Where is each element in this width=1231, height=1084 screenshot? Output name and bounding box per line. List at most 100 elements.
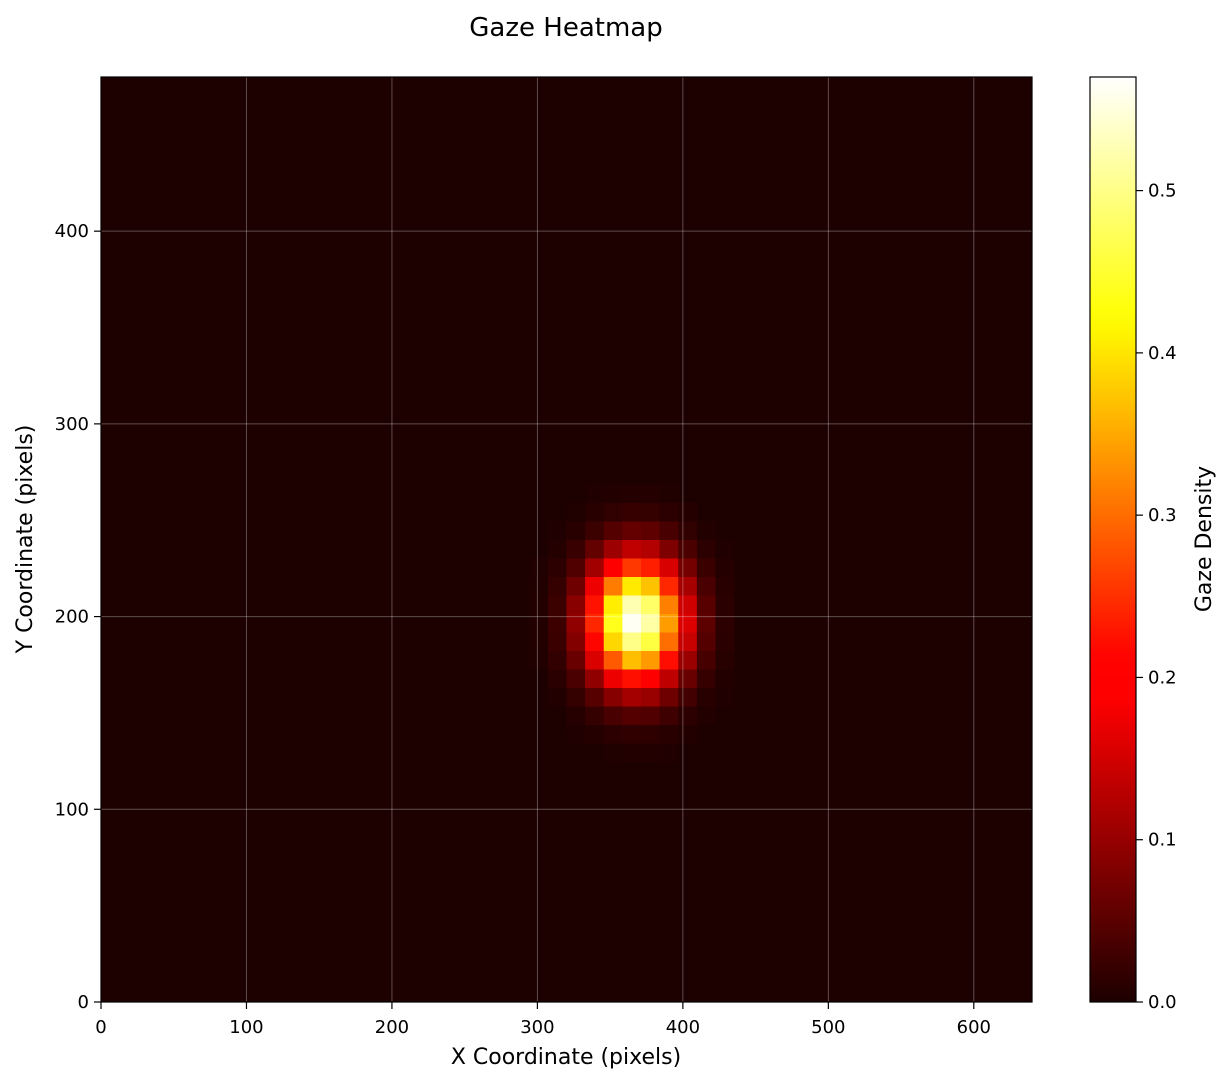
x-tick-label: 400 xyxy=(666,1017,700,1038)
heatmap-cell xyxy=(678,724,698,744)
y-tick-label: 100 xyxy=(55,799,89,820)
heatmap-cell xyxy=(678,502,698,522)
heatmap-cell xyxy=(640,521,661,540)
heatmap-cell xyxy=(566,521,586,540)
heatmap-cell xyxy=(659,576,679,596)
heatmap-cell xyxy=(678,576,698,596)
heatmap-cell xyxy=(622,595,642,614)
heatmap-cell xyxy=(547,558,567,577)
heatmap-cell xyxy=(715,558,735,577)
heatmap-cell xyxy=(696,521,716,540)
heatmap-cell xyxy=(585,632,605,651)
heatmap-cell xyxy=(678,558,698,577)
heatmap-cell xyxy=(659,724,679,744)
heatmap-cell xyxy=(678,521,698,540)
heatmap-cell xyxy=(603,743,623,762)
heatmap-cell xyxy=(715,539,735,559)
heatmap-cell xyxy=(696,539,716,559)
heatmap-cell xyxy=(585,669,605,688)
heatmap-cells xyxy=(101,77,1032,1002)
heatmap-cell xyxy=(659,502,679,522)
colorbar xyxy=(1089,76,1137,1003)
heatmap-cell xyxy=(585,724,605,744)
heatmap-cell xyxy=(585,613,605,633)
heatmap-cell xyxy=(678,595,698,614)
heatmap-cell xyxy=(566,576,586,596)
colorbar-ticks: 0.0 0.1 0.2 0.3 0.4 0.5 xyxy=(1136,181,1177,1013)
heatmap-cell xyxy=(659,521,679,540)
heatmap-cell xyxy=(696,687,716,707)
heatmap-cell xyxy=(659,613,679,633)
heatmap-cell xyxy=(566,595,586,614)
heatmap-cell xyxy=(640,724,661,744)
heatmap-cell xyxy=(640,743,661,762)
heatmap-cell xyxy=(547,650,567,670)
heatmap-cell xyxy=(696,613,716,633)
x-tick-label: 100 xyxy=(229,1017,263,1038)
heatmap-cell xyxy=(585,521,605,540)
heatmap-cell xyxy=(678,687,698,707)
heatmap-cell xyxy=(696,650,716,670)
heatmap-cell xyxy=(678,613,698,633)
heatmap-cell xyxy=(659,558,679,577)
heatmap-cell xyxy=(566,650,586,670)
heatmap-cell xyxy=(547,576,567,596)
heatmap-cell xyxy=(547,521,567,540)
heatmap-cell xyxy=(547,632,567,651)
heatmap-cell xyxy=(640,558,661,577)
heatmap-cell xyxy=(640,650,661,670)
heatmap-cell xyxy=(622,521,642,540)
heatmap-cell xyxy=(678,669,698,688)
heatmap-cell xyxy=(640,539,661,559)
x-tick-label: 0 xyxy=(95,1017,106,1038)
heatmap-cell xyxy=(622,539,642,559)
x-tick-label: 500 xyxy=(811,1017,845,1038)
heatmap-cell xyxy=(696,595,716,614)
heatmap-cell xyxy=(715,650,735,670)
heatmap-cell xyxy=(529,632,549,651)
heatmap-cell xyxy=(622,484,642,503)
heatmap-cell xyxy=(640,576,661,596)
heatmap-cell xyxy=(603,724,623,744)
heatmap-cell xyxy=(585,539,605,559)
colorbar-tick-label: 0.2 xyxy=(1148,667,1177,688)
heatmap-cell xyxy=(603,650,623,670)
heatmap-cell xyxy=(659,743,679,762)
heatmap-cell xyxy=(622,669,642,688)
heatmap-cell xyxy=(529,650,549,670)
heatmap-cell xyxy=(585,502,605,522)
heatmap-cell xyxy=(696,576,716,596)
heatmap-cell xyxy=(566,539,586,559)
heatmap-cell xyxy=(566,613,586,633)
colorbar-tick-label: 0.0 xyxy=(1148,992,1177,1013)
heatmap-cell xyxy=(659,595,679,614)
heatmap-cell xyxy=(529,613,549,633)
heatmap-cell xyxy=(585,687,605,707)
heatmap-cell xyxy=(659,687,679,707)
y-axis-ticks: 0 100 200 300 400 xyxy=(55,221,101,1013)
colorbar-tick-label: 0.4 xyxy=(1148,343,1177,364)
heatmap-cell xyxy=(603,706,623,725)
heatmap-cell xyxy=(659,484,679,503)
heatmap-cell xyxy=(696,706,716,725)
heatmap-cell xyxy=(529,558,549,577)
heatmap-cell xyxy=(622,576,642,596)
heatmap-cell xyxy=(659,669,679,688)
heatmap-cell xyxy=(603,539,623,559)
heatmap-cell xyxy=(585,576,605,596)
heatmap-cell xyxy=(678,539,698,559)
heatmap-cell xyxy=(659,706,679,725)
heatmap-cell xyxy=(603,576,623,596)
heatmap-cell xyxy=(566,724,586,744)
heatmap-cell xyxy=(547,595,567,614)
heatmap-cell xyxy=(640,484,661,503)
heatmap-cell xyxy=(603,484,623,503)
plot-frame xyxy=(100,76,1033,1003)
y-tick-label: 300 xyxy=(55,414,89,435)
heatmap-cell xyxy=(603,595,623,614)
heatmap-cell xyxy=(603,521,623,540)
heatmap-cell xyxy=(547,669,567,688)
heatmap-cell xyxy=(696,632,716,651)
heatmap-cell xyxy=(603,632,623,651)
heatmap-cell xyxy=(622,502,642,522)
